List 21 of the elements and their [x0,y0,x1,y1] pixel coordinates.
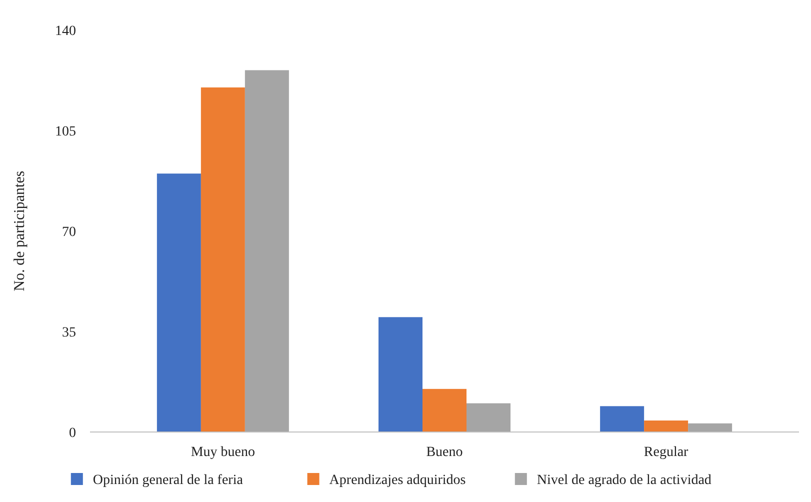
bar [422,388,466,432]
bar [156,174,201,432]
bar [378,317,422,432]
legend-label: Opinión general de la feria [92,473,244,488]
bar [644,420,688,432]
y-tick-label: 105 [55,124,76,140]
y-tick-label: 70 [62,224,76,240]
x-tick-label: Regular [644,445,689,460]
x-tick-label: Muy bueno [190,445,256,460]
x-tick-label: Bueno [426,445,463,460]
bar [466,403,510,432]
y-axis-title: No. de participantes [12,170,28,292]
bar [688,423,732,432]
y-tick-label: 140 [55,24,76,39]
bar [600,406,644,432]
bar [200,87,245,432]
legend-label: Nivel de agrado de la actividad [536,473,712,488]
y-tick-label: 35 [62,325,76,340]
legend-label: Aprendizajes adquiridos [329,473,466,488]
y-tick-label: 0 [69,426,76,441]
bar [244,70,289,432]
